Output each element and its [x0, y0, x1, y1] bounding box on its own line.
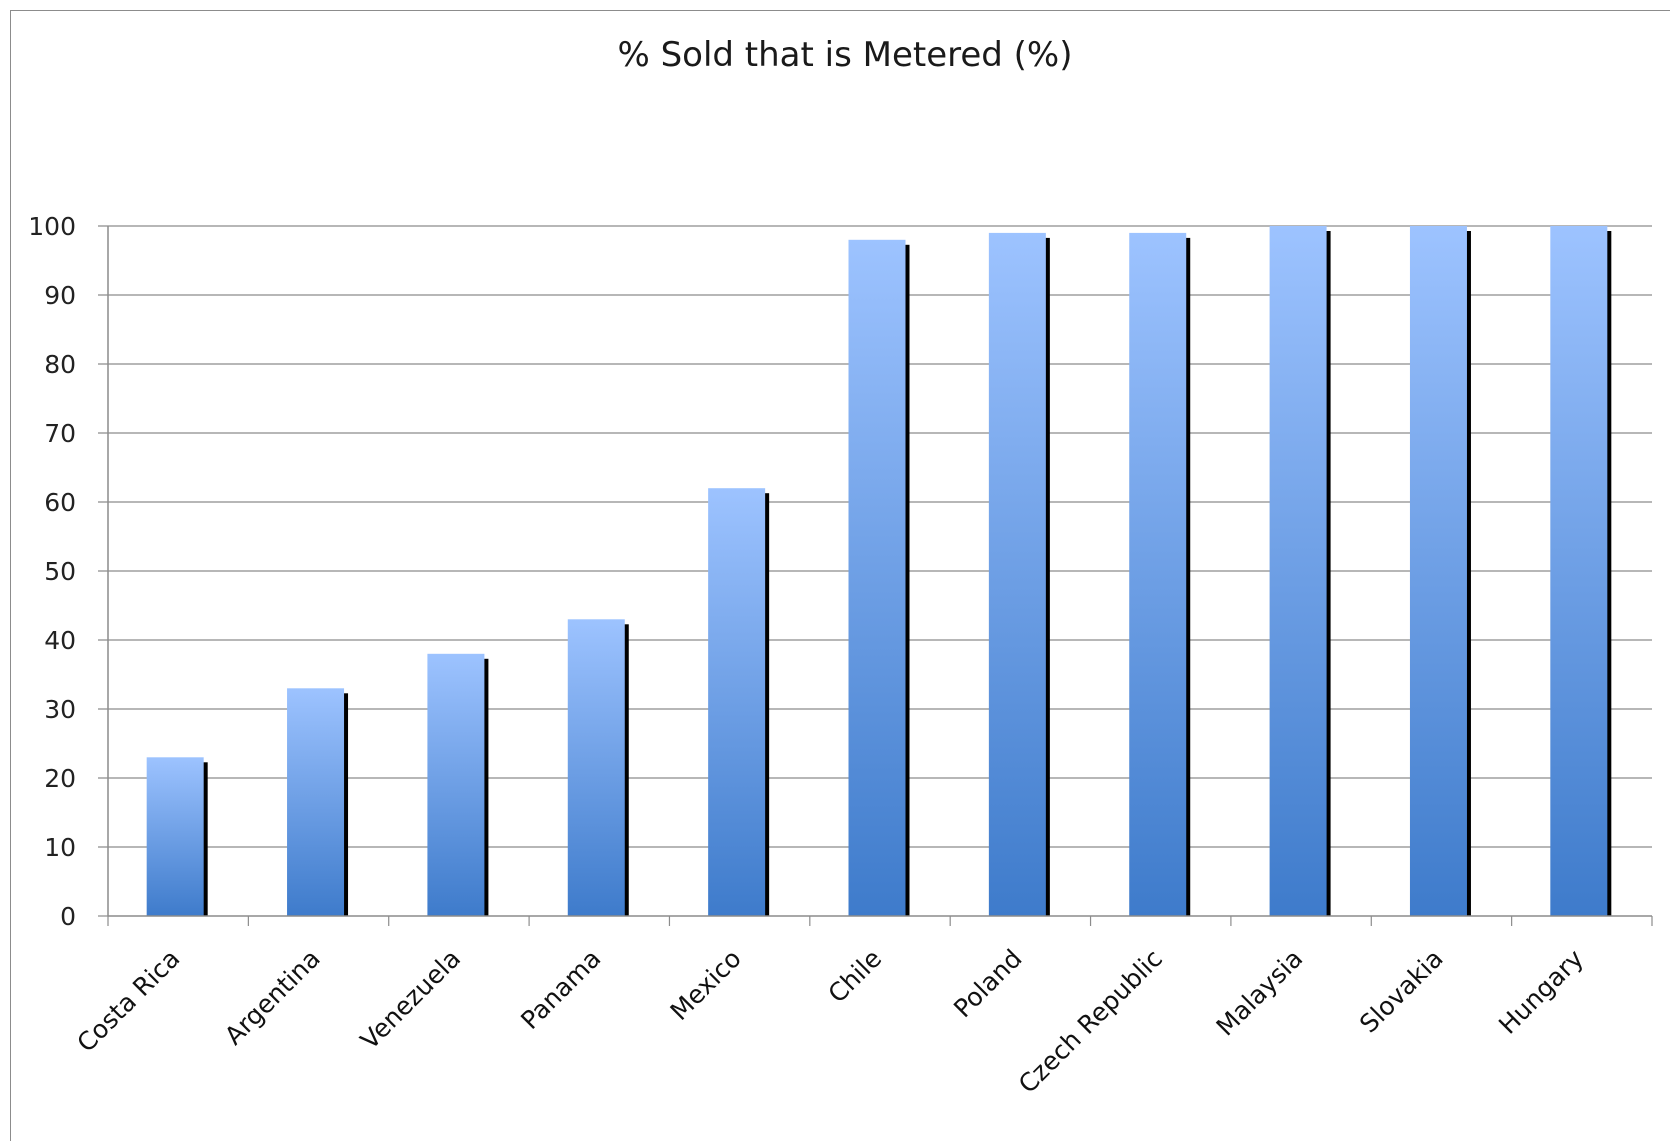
y-tick-label: 60: [44, 488, 76, 517]
x-tick-label: Poland: [948, 944, 1028, 1024]
bar-shadow: [202, 762, 208, 916]
y-tick-label: 100: [28, 212, 76, 241]
x-tick-label: Venezuela: [355, 944, 466, 1055]
bar-shadow: [483, 658, 489, 916]
x-tick-label: Argentina: [219, 944, 326, 1051]
bar-shadow: [904, 244, 910, 917]
bar-shadow: [1185, 237, 1191, 916]
x-tick-label: Mexico: [665, 944, 747, 1026]
bar-shadow: [1044, 237, 1050, 916]
bar: [1269, 226, 1327, 916]
bar: [1550, 226, 1608, 916]
y-tick-label: 10: [44, 833, 76, 862]
bar-shadow: [1465, 231, 1471, 916]
y-tick-label: 50: [44, 557, 76, 586]
x-tick-label: Czech Republic: [1013, 944, 1168, 1099]
bar-shadow: [1325, 231, 1331, 916]
y-axis-tick-labels: 0 10 20 30 40 50 60 70 80 90 100: [28, 212, 76, 931]
y-tick-label: 80: [44, 350, 76, 379]
bars: [146, 226, 1612, 917]
x-tick-label: Chile: [822, 944, 887, 1009]
x-tick-label: Panama: [515, 944, 606, 1035]
x-tick-label: Hungary: [1493, 944, 1589, 1040]
y-tick-label: 20: [44, 764, 76, 793]
bar: [848, 239, 906, 917]
x-tick-label: Malaysia: [1211, 944, 1309, 1042]
bar: [708, 488, 766, 916]
x-tick-label: Costa Rica: [71, 944, 185, 1058]
y-tick-label: 40: [44, 626, 76, 655]
bar: [287, 688, 345, 916]
y-tick-label: 90: [44, 281, 76, 310]
x-axis: [107, 226, 1653, 926]
bar-shadow: [623, 624, 629, 916]
bar: [567, 619, 625, 916]
y-tick-label: 30: [44, 695, 76, 724]
bar: [988, 232, 1046, 916]
bar-shadow: [343, 693, 349, 916]
bar-shadow: [764, 493, 770, 916]
y-tick-label: 0: [60, 902, 76, 931]
y-tick-label: 70: [44, 419, 76, 448]
bar: [1129, 232, 1187, 916]
bar: [1409, 226, 1467, 916]
chart-title: % Sold that is Metered (%): [617, 35, 1072, 75]
bar: [146, 757, 204, 916]
x-tick-label: Slovakia: [1354, 944, 1449, 1039]
bar: [427, 653, 485, 916]
bar-shadow: [1606, 231, 1612, 916]
x-axis-tick-labels: Costa Rica Argentina Venezuela Panama Mexico…: [71, 944, 1589, 1099]
chart-frame: [10, 10, 1670, 1141]
